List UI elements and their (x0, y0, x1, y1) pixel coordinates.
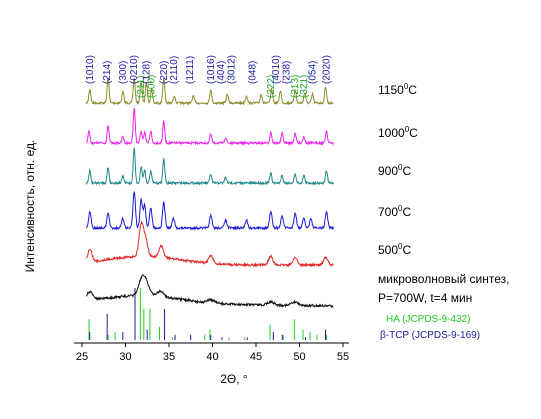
series-label-degree: 0 (398, 163, 403, 172)
x-tick-label: 55 (337, 351, 349, 363)
trace-0 (85, 76, 334, 106)
series-label-degree: 0 (405, 125, 410, 134)
x-tick-label: 50 (293, 351, 305, 363)
peak-label: (222) (266, 75, 277, 98)
series-label: 5000C (378, 242, 411, 257)
series-label: 7000C (378, 204, 411, 219)
series-label: 9000C (378, 163, 411, 178)
peak-label: (213) (290, 75, 301, 98)
series-label-unit: C (408, 83, 417, 97)
series-label-main: 700 (378, 205, 398, 219)
series-label-degree: 0 (398, 242, 403, 251)
peak-label: (211) (136, 75, 147, 98)
peak-labels: (1010) (214) (300) (0210)(211)(128)(300)(22… (85, 55, 333, 98)
peak-label: (4010) (271, 55, 282, 84)
peak-label: (054) (308, 61, 319, 84)
peak-label: (1211) (185, 56, 196, 84)
series-label-unit: C (402, 243, 411, 257)
x-tick-label: 40 (206, 351, 218, 363)
x-tick-label: 35 (163, 351, 175, 363)
legend-entry: β-TCP (JCPDS-9-169) (380, 330, 480, 341)
trace-5 (85, 274, 334, 309)
series-label-unit: C (409, 126, 418, 140)
peak-label: (404) (216, 61, 227, 84)
peak-label: (238) (281, 61, 292, 84)
series-label-degree: 0 (398, 204, 403, 213)
peak-label: (1010) (85, 55, 96, 84)
series-label-main: 500 (378, 243, 398, 257)
peak-label: (300) (118, 61, 129, 84)
peak-label: (2020) (322, 55, 333, 84)
x-axis-label: 2Θ, ° (220, 372, 248, 386)
series-label-unit: C (402, 164, 411, 178)
trace-3 (85, 190, 334, 231)
peak-label: (2110) (169, 56, 180, 84)
trace-1 (85, 107, 334, 146)
x-tick-label: 25 (76, 351, 88, 363)
peak-label: (048) (248, 61, 259, 84)
reference-patterns (88, 288, 328, 340)
peak-label: (220) (159, 61, 170, 84)
trace-2 (85, 147, 334, 187)
peak-label: (214) (102, 61, 113, 84)
peak-label: (3012) (227, 55, 238, 84)
series-label-degree: 0 (404, 82, 409, 91)
series-label: 10000C (378, 125, 418, 140)
series-label: 11500C (378, 82, 417, 97)
trace-4 (85, 220, 334, 268)
peak-label: (128) (141, 61, 152, 84)
legend-entry: HA (JCPDS-9-432) (386, 314, 470, 325)
diffraction-traces (85, 76, 334, 309)
microwave-label-line2: P=700W, t=4 мин (378, 291, 472, 305)
x-tick-label: 45 (250, 351, 262, 363)
microwave-label-line1: микроволновый синтез, (378, 272, 509, 286)
series-label-main: 900 (378, 164, 398, 178)
peak-label: (300) (147, 75, 158, 98)
legend: HA (JCPDS-9-432) β-TCP (JCPDS-9-169) (380, 314, 480, 341)
peak-label: (321) (299, 75, 310, 98)
series-label-unit: C (402, 205, 411, 219)
axes: 25 30 35 40 45 50 55 (74, 342, 349, 363)
y-axis-label: Интенсивность, отн. ед. (23, 140, 37, 273)
peak-label: (0210) (129, 55, 140, 84)
series-label-main: 1000 (378, 126, 405, 140)
series-labels: 11500C10000C9000C7000C5000Cмикроволновый… (378, 82, 509, 305)
series-label-main: 1150 (378, 83, 404, 97)
peak-label: (1016) (206, 55, 217, 84)
x-tick-label: 30 (119, 351, 131, 363)
